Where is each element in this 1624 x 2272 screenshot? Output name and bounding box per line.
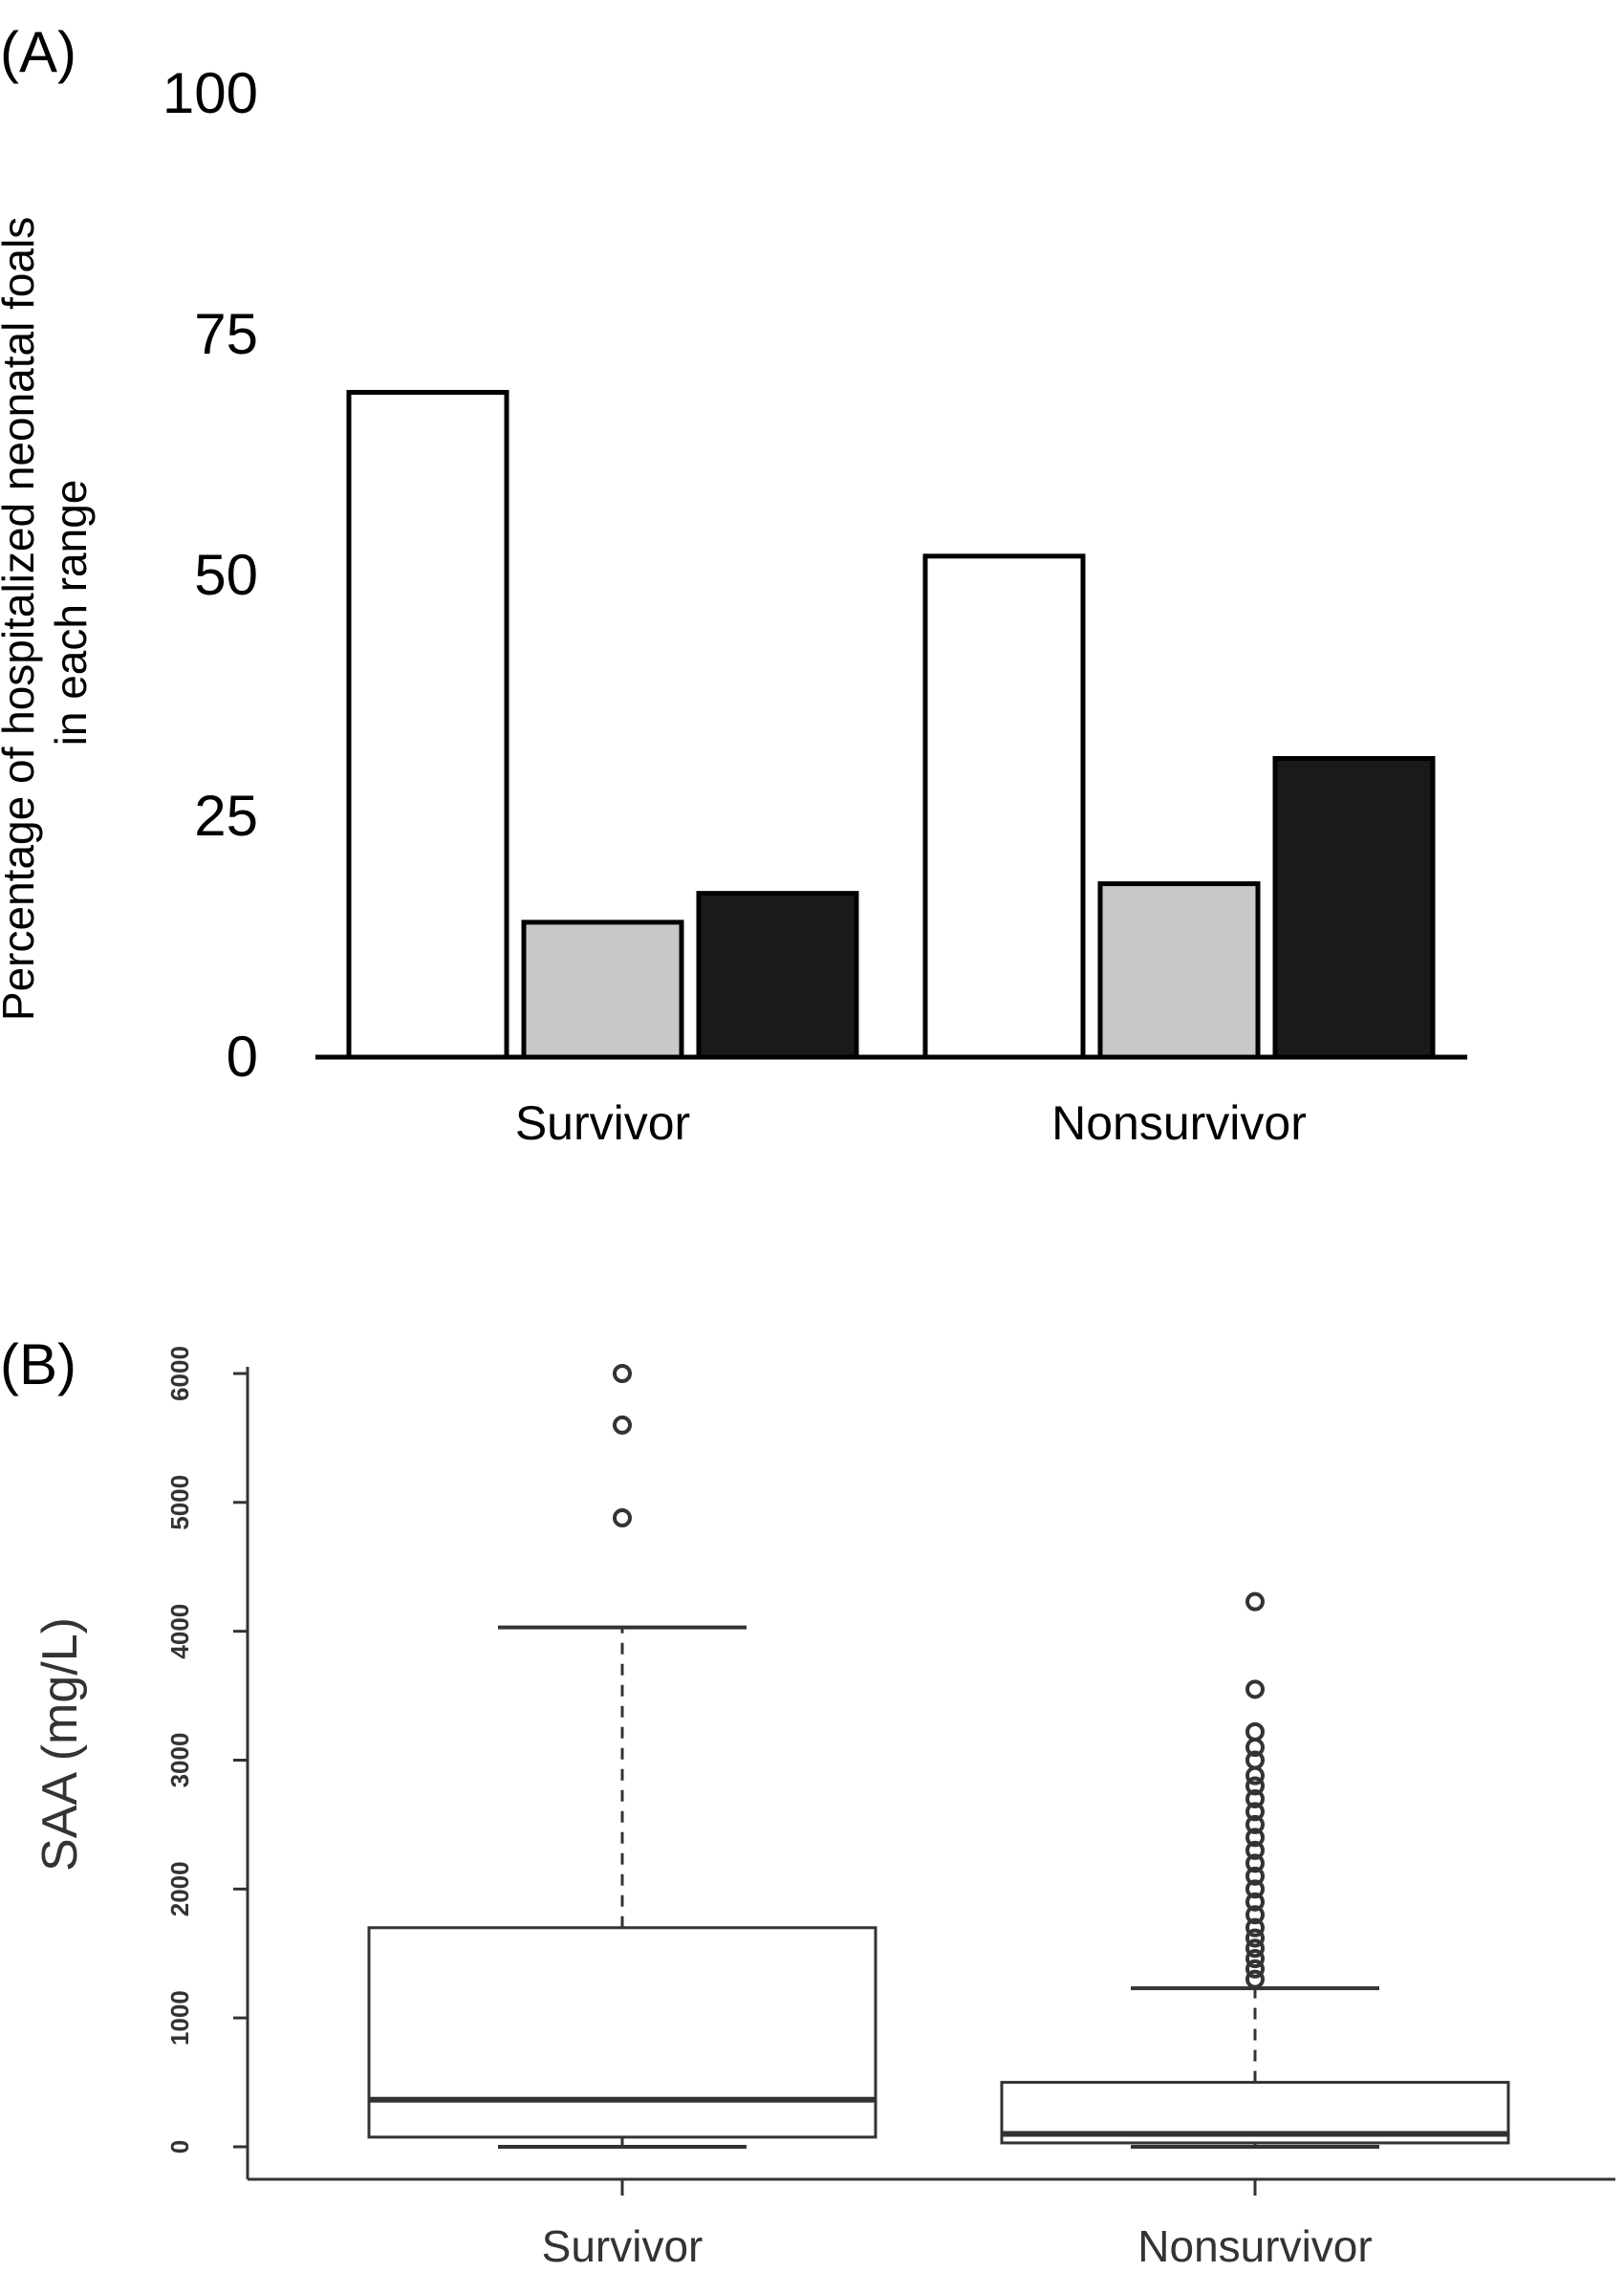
outlier-point [1245,1591,1265,1612]
outlier-point [1245,1853,1265,1873]
panel-b-y-tick-label: 6000 [165,1346,194,1401]
outlier-point [1245,1721,1265,1742]
panel-b-box-plot: (B) 0 1000 2000 3000 4000 5000 6000 SAA (mg/L)… [0,1332,1615,2271]
outlier-point [1245,1938,1265,1958]
panel-b-y-tick-label: 0 [165,2140,194,2153]
panel-b-x-tick-label: Survivor [542,2221,704,2271]
outlier-point [1245,1969,1265,1989]
outlier-point [1245,1892,1265,1912]
panel-a-y-tick-labels: 0 25 50 75 100 [162,61,258,1089]
outlier-point [1245,1866,1265,1886]
bar-nonsurvivor-series-3 [1272,756,1436,1060]
outlier-point [1245,1928,1265,1948]
outlier-point [1245,1788,1265,1808]
bar-nonsurvivor-series-2 [1097,881,1261,1060]
outlier-point [1245,1802,1265,1822]
panel-a-y-tick-label: 100 [162,61,258,125]
panel-a-x-tick-labels: Survivor Nonsurvivor [515,1096,1307,1150]
panel-b-y-tick-label: 1000 [165,1990,194,2045]
outlier-point [613,1415,632,1435]
outlier-point [613,1508,632,1528]
outlier-point [613,1364,632,1383]
panel-a-x-tick-label: Survivor [515,1096,690,1150]
outlier-point [1245,1828,1265,1848]
outlier-point [1245,1840,1265,1860]
panel-b-y-ticks: 0 1000 2000 3000 4000 5000 6000 [165,1346,248,2153]
panel-b-x-ticks: Survivor Nonsurvivor [542,2179,1373,2271]
box-nonsurvivor [1000,1591,1510,2149]
outlier-point [1245,1917,1265,1937]
panel-b-boxes [367,1364,1510,2149]
outlier-point [1245,1679,1265,1699]
panel-b-y-tick-label: 2000 [165,1861,194,1916]
panel-a-label: (A) [0,20,76,84]
panel-a-y-axis-label-line2: in each range [46,480,96,747]
bar-survivor-series-3 [696,891,859,1060]
panel-a-bars [346,389,1436,1060]
outlier-point [1245,1750,1265,1770]
outlier-point [1245,1776,1265,1796]
bar-nonsurvivor-series-1 [922,553,1086,1060]
panel-b-y-tick-label: 4000 [165,1604,194,1659]
panel-a-y-tick-label: 0 [227,1025,258,1089]
panel-a-y-tick-label: 50 [194,543,258,607]
outlier-point [1245,1949,1265,1969]
panel-b-y-tick-label: 5000 [165,1475,194,1530]
panel-a-bar-chart: (A) 0 25 50 75 100 Percentage of hospitalize… [0,20,1467,1150]
panel-a-y-axis-label: Percentage of hospitalized neonatal foal… [0,205,96,1021]
outlier-point [1245,1814,1265,1834]
panel-b-label: (B) [0,1332,76,1396]
outlier-point [1245,1958,1265,1979]
box-survivor [367,1364,877,2149]
panel-a-x-tick-label: Nonsurvivor [1051,1096,1307,1150]
bar-survivor-series-1 [346,389,509,1060]
panel-b-x-tick-label: Nonsurvivor [1137,2221,1372,2271]
panel-b-y-axis-label: SAA (mg/L) [32,1617,88,1872]
outlier-point [1245,1879,1265,1899]
panel-a-y-tick-label: 75 [194,302,258,366]
bar-survivor-series-2 [521,920,684,1060]
panel-b-y-tick-label: 3000 [165,1733,194,1788]
outlier-point [1245,1905,1265,1925]
box-iqr [367,1926,877,2139]
panel-a-y-axis-label-line1: Percentage of hospitalized neonatal foal… [0,217,43,1021]
panel-a-y-tick-label: 25 [194,784,258,848]
